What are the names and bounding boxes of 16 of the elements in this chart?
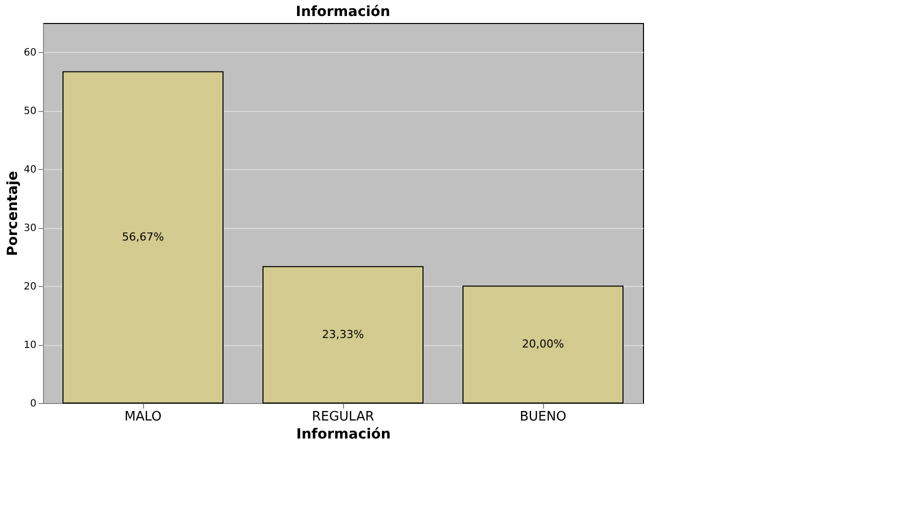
y-tick-label: 40	[24, 164, 36, 176]
y-axis-title: Porcentaje	[4, 171, 21, 256]
y-tick-label: 20	[24, 282, 36, 293]
y-tick-label: 30	[24, 223, 36, 234]
x-tick-label: REGULAR	[312, 410, 374, 424]
data-label: 23,33%	[322, 328, 364, 341]
y-tick-label: 60	[24, 48, 36, 59]
y-tick-label: 10	[24, 340, 36, 352]
x-tick-label: BUENO	[520, 410, 566, 424]
x-tick-label: MALO	[124, 410, 162, 424]
y-tick-label: 50	[24, 106, 36, 118]
x-axis-title: Información	[296, 426, 391, 442]
data-label: 56,67%	[122, 230, 164, 244]
data-label: 20,00%	[522, 338, 564, 351]
chart-title: Información	[296, 4, 390, 20]
y-tick-label: 0	[30, 398, 36, 410]
